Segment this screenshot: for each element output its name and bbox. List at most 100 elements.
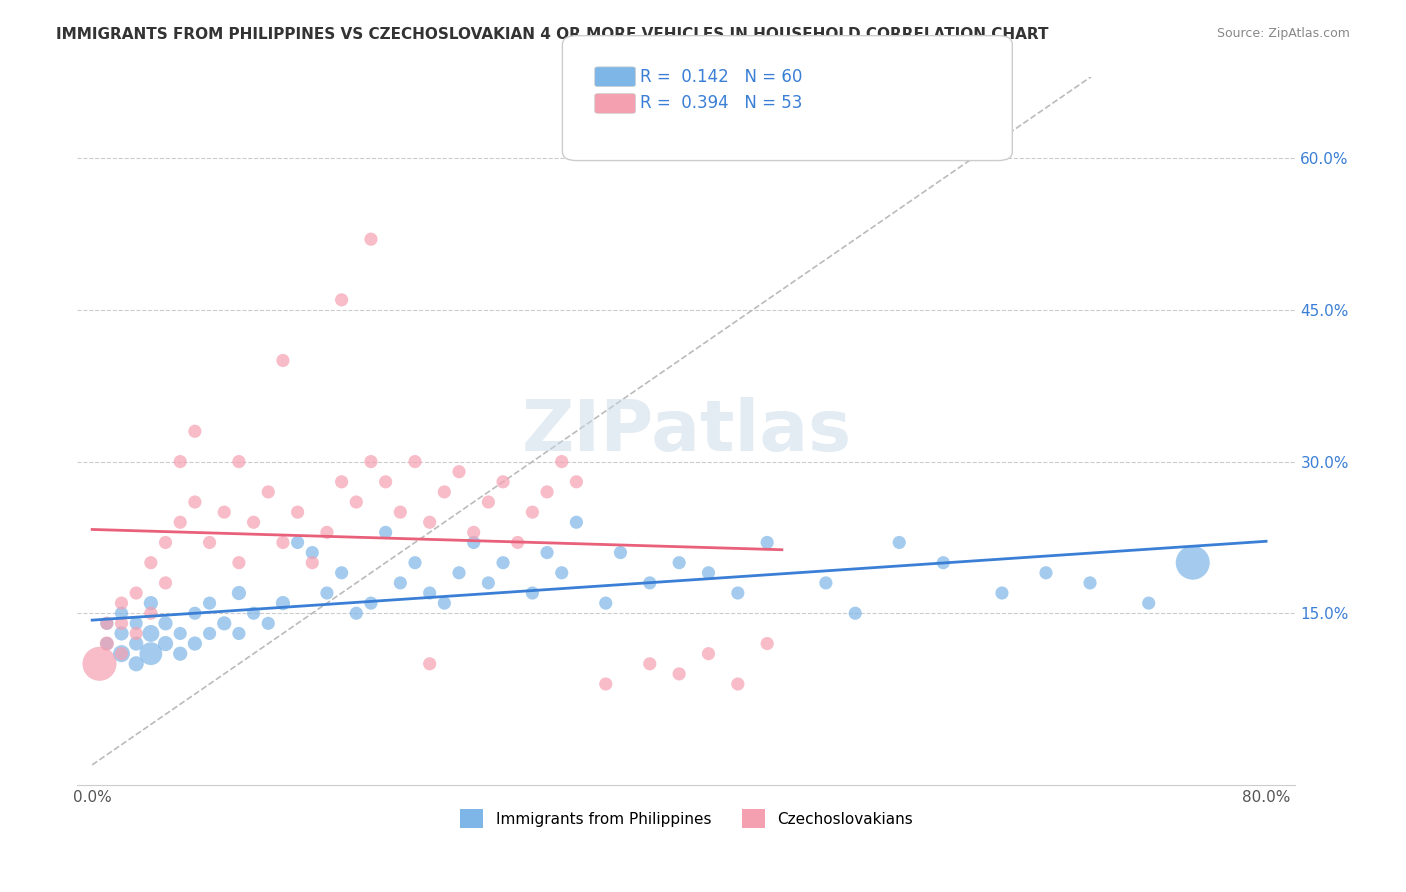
Point — [89, 657, 111, 671]
Point — [595, 596, 617, 610]
Point — [1035, 566, 1057, 580]
Point — [198, 626, 221, 640]
Point — [522, 586, 544, 600]
Point — [184, 424, 207, 438]
Point — [125, 626, 148, 640]
Point — [125, 586, 148, 600]
Point — [522, 505, 544, 519]
Point — [844, 606, 866, 620]
Point — [155, 636, 177, 650]
Point — [330, 293, 353, 307]
Point — [551, 566, 574, 580]
Point — [316, 525, 339, 540]
Point — [155, 616, 177, 631]
Point — [374, 525, 396, 540]
Point — [110, 596, 132, 610]
Point — [433, 484, 456, 499]
Point — [125, 636, 148, 650]
Point — [463, 525, 485, 540]
Point — [139, 556, 162, 570]
Text: IMMIGRANTS FROM PHILIPPINES VS CZECHOSLOVAKIAN 4 OR MORE VEHICLES IN HOUSEHOLD C: IMMIGRANTS FROM PHILIPPINES VS CZECHOSLO… — [56, 27, 1049, 42]
Point — [433, 596, 456, 610]
Point — [96, 636, 118, 650]
Point — [155, 535, 177, 549]
Point — [463, 535, 485, 549]
Point — [360, 454, 382, 468]
Point — [447, 465, 470, 479]
Point — [477, 575, 499, 590]
Point — [257, 616, 280, 631]
Point — [344, 495, 367, 509]
Point — [536, 484, 558, 499]
Point — [477, 495, 499, 509]
Point — [756, 636, 779, 650]
Point — [271, 353, 294, 368]
Point — [169, 515, 191, 529]
Point — [169, 454, 191, 468]
Point — [316, 586, 339, 600]
Point — [360, 232, 382, 246]
Point — [242, 606, 264, 620]
Point — [169, 626, 191, 640]
Point — [110, 606, 132, 620]
Point — [668, 666, 690, 681]
Point — [374, 475, 396, 489]
Point — [565, 475, 588, 489]
Point — [814, 575, 837, 590]
Text: R =  0.142   N = 60: R = 0.142 N = 60 — [640, 68, 801, 86]
Point — [301, 556, 323, 570]
Point — [727, 586, 749, 600]
Point — [198, 596, 221, 610]
Point — [139, 606, 162, 620]
Point — [110, 647, 132, 661]
Point — [991, 586, 1014, 600]
Point — [492, 556, 515, 570]
Point — [344, 606, 367, 620]
Point — [110, 626, 132, 640]
Point — [155, 575, 177, 590]
Point — [271, 535, 294, 549]
Text: Source: ZipAtlas.com: Source: ZipAtlas.com — [1216, 27, 1350, 40]
Point — [1181, 556, 1204, 570]
Point — [139, 626, 162, 640]
Point — [228, 454, 250, 468]
Point — [1078, 575, 1101, 590]
Point — [668, 556, 690, 570]
Point — [697, 566, 720, 580]
Point — [139, 647, 162, 661]
Point — [565, 515, 588, 529]
Text: R =  0.394   N = 53: R = 0.394 N = 53 — [640, 95, 801, 112]
Point — [125, 616, 148, 631]
Point — [228, 586, 250, 600]
Point — [756, 535, 779, 549]
Point — [330, 566, 353, 580]
Point — [638, 575, 661, 590]
Point — [125, 657, 148, 671]
Point — [110, 616, 132, 631]
Point — [360, 596, 382, 610]
Point — [638, 657, 661, 671]
Point — [139, 596, 162, 610]
Point — [257, 484, 280, 499]
Point — [447, 566, 470, 580]
Point — [271, 596, 294, 610]
Point — [609, 545, 631, 559]
Point — [404, 556, 426, 570]
Point — [389, 575, 412, 590]
Point — [697, 647, 720, 661]
Point — [169, 647, 191, 661]
Point — [184, 606, 207, 620]
Point — [889, 535, 911, 549]
Point — [184, 495, 207, 509]
Point — [595, 677, 617, 691]
Point — [419, 657, 441, 671]
Point — [287, 535, 309, 549]
Point — [242, 515, 264, 529]
Point — [389, 505, 412, 519]
Point — [96, 616, 118, 631]
Point — [727, 677, 749, 691]
Point — [1137, 596, 1160, 610]
Point — [536, 545, 558, 559]
Point — [301, 545, 323, 559]
Point — [110, 647, 132, 661]
